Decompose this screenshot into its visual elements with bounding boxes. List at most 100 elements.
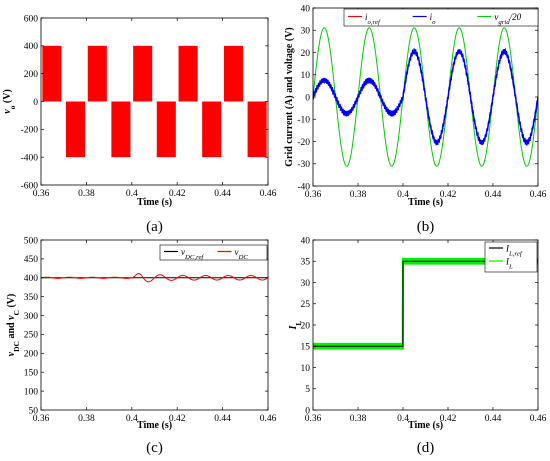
y-axis-label: IL: [288, 321, 303, 331]
y-tick-label: 250: [24, 331, 39, 341]
x-tick-label: 0.42: [440, 414, 457, 424]
chart-c: 0.36 0.38 0.4 0.42 0.44 0.46 50 100 150 200 250 300…: [6, 236, 277, 456]
x-tick-label: 0.44: [214, 189, 231, 199]
y-tick-label: 35: [301, 258, 311, 268]
series-d-i-l-ref: [313, 260, 538, 347]
legend-entry: vDC,ref: [181, 247, 204, 261]
legend-b: io,ref io vgrid/20: [343, 8, 539, 27]
y-tick-label: 50: [29, 406, 39, 416]
plot-area-a: [42, 45, 267, 158]
x-tick-label: 0.4: [397, 414, 409, 424]
panel-caption: (d): [417, 440, 435, 456]
series-a-0-neg-block: [156, 101, 176, 158]
series-a-0-neg-block: [111, 101, 131, 158]
panel-caption: (c): [146, 440, 163, 456]
y-tick-label: 10: [301, 71, 311, 81]
legend-entry: io,ref: [365, 12, 381, 26]
x-tick-label: 0.4: [126, 414, 138, 424]
y-tick-label: -200: [21, 126, 39, 136]
y-tick-label: -600: [21, 181, 39, 191]
series-a-0-neg-block: [65, 101, 86, 158]
x-tick-label: 0.46: [530, 190, 547, 200]
y-tick-label: -40: [297, 182, 310, 192]
series-a-0-pos-block: [87, 45, 107, 102]
series-a-0-pos-block: [178, 45, 198, 102]
x-tick-label: 0.46: [260, 189, 277, 199]
y-tick-label: 10: [301, 364, 311, 374]
x-tick-label: 0.38: [350, 414, 367, 424]
y-tick-label: 20: [301, 321, 311, 331]
y-tick-label: 600: [24, 14, 39, 24]
y-tick-label: 30: [301, 279, 311, 289]
y-tick-label: 30: [301, 27, 311, 37]
y-tick-label: 40: [301, 4, 311, 14]
y-axis-label: vDC and vC (V): [6, 294, 21, 357]
x-tick-label: 0.36: [33, 414, 50, 424]
x-tick-label: 0.36: [305, 190, 322, 200]
legend-entry: IL,ref: [505, 244, 523, 258]
legend-c: vDC,ref vDC: [159, 244, 268, 261]
y-tick-label: -30: [297, 160, 310, 170]
y-tick-label: 150: [24, 369, 39, 379]
x-tick-label: 0.44: [485, 414, 502, 424]
y-tick-label: 450: [24, 255, 39, 265]
panel-caption: (a): [146, 219, 163, 235]
x-tick-label: 0.38: [78, 189, 95, 199]
legend-entry: vgrid/20: [494, 12, 521, 26]
y-tick-label: 300: [24, 312, 39, 322]
y-tick-label: 0: [305, 406, 310, 416]
y-tick-label: 40: [301, 236, 311, 246]
axes-frame-c: [40, 239, 269, 411]
chart-a: 0.36 0.38 0.4 0.42 0.44 0.46 -600 -400 -200 0 200 4…: [2, 14, 277, 235]
y-tick-label: -20: [297, 138, 310, 148]
y-tick-label: 15: [301, 343, 311, 353]
x-tick-label: 0.44: [485, 190, 502, 200]
y-tick-label: 500: [24, 236, 39, 246]
x-tick-label: 0.36: [33, 189, 50, 199]
x-tick-label: 0.42: [440, 190, 457, 200]
legend-entry: vDC: [235, 247, 249, 261]
series-a-0-pos-block: [133, 45, 153, 102]
x-axis-label: Time (s): [408, 420, 443, 431]
x-tick-label: 0.36: [305, 414, 322, 424]
y-tick-label: -400: [21, 153, 39, 163]
y-tick-label: 5: [305, 385, 310, 395]
series-a-0-neg-block: [247, 101, 267, 158]
y-tick-label: 100: [24, 387, 39, 397]
y-axis-label: Grid current (A) and voltage (V): [284, 27, 295, 167]
panel-caption: (b): [417, 219, 435, 235]
x-tick-label: 0.38: [350, 190, 367, 200]
x-axis-label: Time (s): [137, 420, 172, 431]
x-tick-label: 0.4: [397, 190, 409, 200]
x-tick-label: 0.46: [260, 414, 277, 424]
legend-entry: IL: [505, 257, 513, 271]
chart-b: 0.36 0.38 0.4 0.42 0.44 0.46 -40 -30 -20 -10 0 10 20…: [284, 4, 547, 235]
y-tick-label: 0: [305, 93, 310, 103]
y-tick-label: 400: [24, 274, 39, 284]
x-tick-label: 0.44: [214, 414, 231, 424]
y-tick-label: -10: [297, 116, 310, 126]
y-axis-label: vo (V): [2, 89, 17, 114]
series-a-0-pos-block: [42, 45, 62, 102]
series-b-i-o: [313, 47, 538, 146]
y-tick-label: 25: [301, 300, 311, 310]
x-tick-label: 0.46: [530, 414, 547, 424]
y-tick-label: 200: [24, 70, 39, 80]
y-tick-label: 200: [24, 350, 39, 360]
plot-area-c: [41, 273, 268, 283]
x-tick-label: 0.42: [169, 414, 186, 424]
x-tick-label: 0.38: [78, 414, 95, 424]
x-tick-label: 0.42: [169, 189, 186, 199]
legend-entry: io: [430, 12, 437, 26]
series-a-0-pos-block: [223, 45, 244, 102]
plot-area-b: [313, 27, 538, 167]
x-axis-label: Time (s): [408, 197, 443, 208]
chart-d: 0.36 0.38 0.4 0.42 0.44 0.46 0 5 10 15 20 25 30 35 40 T…: [288, 236, 547, 456]
x-axis-label: Time (s): [137, 197, 172, 208]
series-a-0-neg-block: [202, 101, 222, 158]
x-tick-label: 0.4: [126, 189, 138, 199]
y-tick-label: 350: [24, 293, 39, 303]
y-tick-label: 0: [33, 98, 38, 108]
